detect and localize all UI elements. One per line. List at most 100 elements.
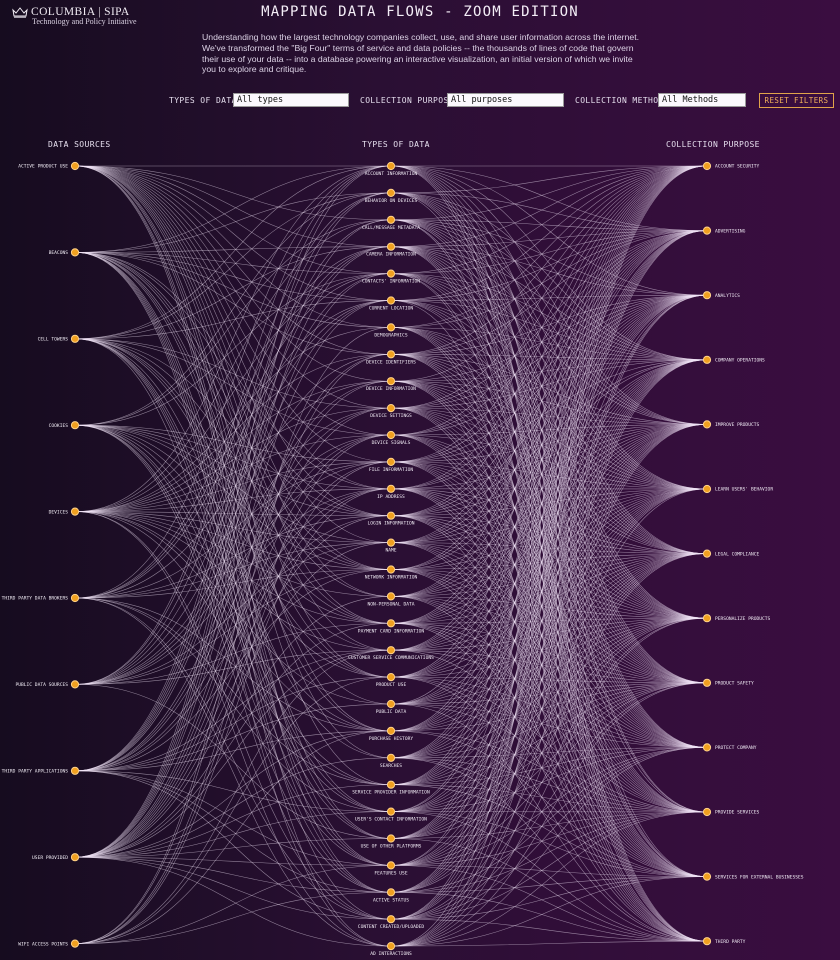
purpose-label[interactable]: ANALYTICS bbox=[715, 293, 740, 299]
data-type-label[interactable]: BEHAVIOR ON DEVICES bbox=[365, 198, 418, 204]
types-filter-select[interactable]: All types bbox=[233, 93, 349, 107]
data-type-label[interactable]: DEVICE SIGNALS bbox=[372, 440, 411, 446]
data-type-node[interactable] bbox=[386, 484, 396, 493]
data-type-node[interactable] bbox=[386, 726, 396, 736]
data-type-label[interactable]: CURRENT LOCATION bbox=[369, 306, 413, 312]
data-type-node[interactable] bbox=[386, 619, 396, 628]
purpose-node[interactable] bbox=[702, 291, 712, 300]
purpose-label[interactable]: IMPROVE PRODUCTS bbox=[715, 422, 759, 428]
purpose-node[interactable] bbox=[702, 614, 712, 623]
data-type-label[interactable]: CAMERA INFORMATION bbox=[366, 252, 416, 258]
purpose-node[interactable] bbox=[702, 872, 712, 881]
data-type-node[interactable] bbox=[386, 538, 396, 547]
data-type-node[interactable] bbox=[386, 915, 396, 924]
data-type-label[interactable]: AD INTERACTIONS bbox=[370, 951, 412, 957]
purpose-node[interactable] bbox=[702, 420, 712, 429]
data-type-node[interactable] bbox=[386, 592, 396, 601]
method-filter-select[interactable]: All Methods bbox=[658, 93, 746, 107]
data-type-label[interactable]: ACCOUNT INFORMATION bbox=[365, 171, 418, 177]
purpose-label[interactable]: ACCOUNT SECURITY bbox=[715, 164, 759, 170]
source-label[interactable]: THIRD PARTY APPLICATIONS bbox=[2, 769, 69, 775]
data-type-node[interactable] bbox=[386, 699, 396, 709]
data-type-label[interactable]: DEMOGRAPHICS bbox=[374, 332, 407, 338]
data-type-label[interactable]: DEVICE INFORMATION bbox=[366, 386, 416, 392]
source-node[interactable] bbox=[70, 766, 80, 775]
purpose-node[interactable] bbox=[702, 937, 712, 946]
purpose-node[interactable] bbox=[702, 807, 712, 817]
source-label[interactable]: USER PROVIDED bbox=[32, 855, 68, 861]
source-node[interactable] bbox=[70, 421, 80, 430]
purpose-label[interactable]: LEARN USERS' BEHAVIOR bbox=[715, 487, 773, 493]
data-type-node[interactable] bbox=[386, 269, 396, 278]
data-type-node[interactable] bbox=[386, 942, 396, 951]
data-type-label[interactable]: CONTACTS' INFORMATION bbox=[362, 279, 420, 285]
data-type-node[interactable] bbox=[386, 323, 396, 332]
source-label[interactable]: BEACONS bbox=[49, 250, 69, 256]
source-node[interactable] bbox=[70, 680, 80, 689]
source-label[interactable]: COOKIES bbox=[49, 423, 69, 429]
source-node[interactable] bbox=[70, 248, 80, 257]
data-type-label[interactable]: USER'S CONTACT INFORMATION bbox=[355, 817, 427, 823]
purpose-label[interactable]: ADVERTISING bbox=[715, 228, 746, 234]
source-node[interactable] bbox=[70, 334, 80, 343]
data-type-node[interactable] bbox=[386, 834, 396, 843]
reset-filters-button[interactable]: RESET FILTERS bbox=[759, 93, 834, 108]
data-type-node[interactable] bbox=[386, 430, 396, 440]
purpose-filter-select[interactable]: All purposes bbox=[447, 93, 564, 107]
data-type-label[interactable]: DEVICE IDENTIFIERS bbox=[366, 359, 416, 365]
source-node[interactable] bbox=[70, 853, 80, 862]
data-type-node[interactable] bbox=[386, 377, 396, 386]
data-type-node[interactable] bbox=[386, 888, 396, 897]
columbia-sipa-logo[interactable]: COLUMBIA | SIPA Technology and Policy In… bbox=[12, 6, 137, 26]
data-type-node[interactable] bbox=[386, 188, 396, 197]
source-label[interactable]: ACTIVE PRODUCT USE bbox=[18, 164, 68, 170]
source-node[interactable] bbox=[70, 161, 80, 171]
source-label[interactable]: WIFI ACCESS POINTS bbox=[18, 941, 68, 947]
data-type-label[interactable]: PURCHASE HISTORY bbox=[369, 736, 413, 742]
purpose-node[interactable] bbox=[702, 355, 712, 364]
data-type-label[interactable]: LOGIN INFORMATION bbox=[367, 521, 414, 527]
data-type-label[interactable]: FEATURES USE bbox=[374, 870, 407, 876]
purpose-node[interactable] bbox=[702, 743, 712, 752]
source-node[interactable] bbox=[70, 593, 80, 603]
purpose-node[interactable] bbox=[702, 678, 712, 687]
data-type-label[interactable]: FILE INFORMATION bbox=[369, 467, 413, 473]
data-type-node[interactable] bbox=[386, 350, 396, 359]
data-type-node[interactable] bbox=[386, 807, 396, 816]
purpose-label[interactable]: THIRD PARTY bbox=[715, 939, 746, 945]
data-type-node[interactable] bbox=[386, 673, 396, 682]
purpose-label[interactable]: PERSONALIZE PRODUCTS bbox=[715, 616, 771, 622]
data-type-label[interactable]: CONTENT CREATED/UPLOADED bbox=[358, 924, 425, 930]
source-label[interactable]: THIRD PARTY DATA BROKERS bbox=[2, 596, 69, 602]
purpose-label[interactable]: PROVIDE SERVICES bbox=[715, 810, 759, 816]
data-type-node[interactable] bbox=[386, 242, 396, 251]
purpose-node[interactable] bbox=[702, 549, 712, 558]
data-type-node[interactable] bbox=[386, 457, 396, 466]
data-type-node[interactable] bbox=[386, 565, 396, 574]
purpose-label[interactable]: LEGAL COMPLIANCE bbox=[715, 551, 759, 557]
data-type-label[interactable]: PAYMENT CARD INFORMATION bbox=[358, 628, 425, 634]
data-type-label[interactable]: CUSTOMER SERVICE COMMUNICATIONS bbox=[348, 655, 434, 661]
data-type-label[interactable]: ACTIVE STATUS bbox=[373, 897, 409, 903]
data-type-node[interactable] bbox=[386, 161, 396, 171]
data-type-label[interactable]: SERVICE PROVIDER INFORMATION bbox=[352, 790, 430, 796]
purpose-label[interactable]: COMPANY OPERATIONS bbox=[715, 358, 765, 364]
data-type-label[interactable]: PUBLIC DATA bbox=[376, 709, 407, 715]
data-type-node[interactable] bbox=[386, 753, 396, 762]
data-type-label[interactable]: NETWORK INFORMATION bbox=[365, 575, 418, 581]
data-type-node[interactable] bbox=[386, 780, 396, 789]
purpose-node[interactable] bbox=[702, 161, 712, 171]
data-type-node[interactable] bbox=[386, 861, 396, 870]
data-type-label[interactable]: DEVICE SETTINGS bbox=[370, 413, 412, 419]
data-type-node[interactable] bbox=[386, 404, 396, 413]
source-node[interactable] bbox=[70, 507, 80, 516]
data-type-label[interactable]: SEARCHES bbox=[380, 763, 402, 769]
source-node[interactable] bbox=[70, 939, 80, 948]
source-label[interactable]: DEVICES bbox=[49, 509, 69, 515]
purpose-node[interactable] bbox=[702, 226, 712, 235]
data-type-node[interactable] bbox=[386, 646, 396, 655]
data-type-label[interactable]: NAME bbox=[385, 548, 396, 554]
data-type-label[interactable]: CALL/MESSAGE METADATA bbox=[362, 225, 420, 231]
data-type-label[interactable]: USE OF OTHER PLATFORMS bbox=[361, 844, 422, 850]
data-type-node[interactable] bbox=[386, 215, 396, 224]
